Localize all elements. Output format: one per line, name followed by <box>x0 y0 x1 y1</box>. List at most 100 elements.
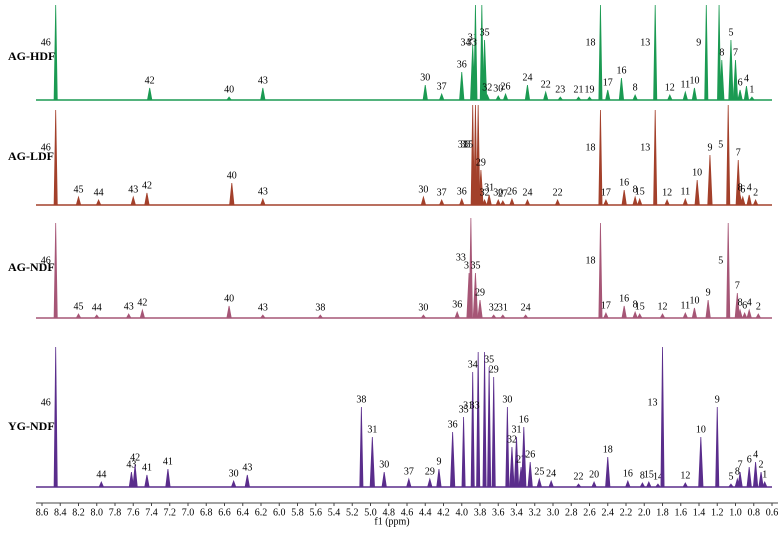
peak-label: 29 <box>475 287 485 298</box>
peak <box>495 199 502 206</box>
peak <box>524 199 531 206</box>
peak-label: 2 <box>759 459 764 470</box>
spectrum-name: YG-NDF <box>8 419 55 433</box>
peak-label: 35 <box>463 139 473 150</box>
peak-label: 26 <box>501 81 511 92</box>
peak-label: 33 <box>467 37 477 48</box>
x-tick-label: 2.2 <box>620 507 633 518</box>
peak <box>726 222 731 319</box>
peak-label: 46 <box>41 255 51 266</box>
x-tick-label: 0.8 <box>748 507 761 518</box>
x-tick-label: 4.0 <box>456 507 469 518</box>
peak <box>502 92 509 101</box>
peak-label: 42 <box>145 75 155 86</box>
peak <box>479 4 484 101</box>
peak-label: 43 <box>242 462 252 473</box>
peak-label: 20 <box>589 469 599 480</box>
peak <box>621 189 627 206</box>
peak <box>664 199 670 206</box>
peak <box>598 222 603 319</box>
peak-label: 38 <box>356 394 366 405</box>
peak <box>758 471 764 488</box>
peak <box>737 471 743 488</box>
peak <box>636 197 643 206</box>
peak <box>605 456 611 488</box>
peak <box>682 312 689 319</box>
peak <box>659 313 666 319</box>
peak <box>509 446 515 488</box>
x-tick-label: 7.8 <box>109 507 122 518</box>
peak <box>461 416 466 488</box>
peak-label: 7 <box>736 147 741 158</box>
peak <box>715 406 720 488</box>
peak <box>705 299 711 319</box>
peak-label: 10 <box>696 424 706 435</box>
peak-label: 46 <box>41 142 51 153</box>
peak-label: 31 <box>468 32 478 43</box>
peak-label: 30 <box>418 302 428 313</box>
peak-label: 36 <box>457 186 467 197</box>
peak-label: 12 <box>665 82 675 93</box>
peak <box>229 182 235 206</box>
peak-label: 29 <box>476 157 486 168</box>
peak <box>513 436 520 488</box>
peak <box>420 195 427 206</box>
peak-label: 43 <box>128 184 138 195</box>
peak-label: 17 <box>601 300 611 311</box>
peak-label: 42 <box>142 180 152 191</box>
peak-label: 37 <box>437 187 447 198</box>
peak-label: 16 <box>519 414 529 425</box>
peak-label: 43 <box>258 75 268 86</box>
peak-label: 15 <box>635 301 645 312</box>
peak <box>752 461 759 488</box>
peak <box>625 479 631 488</box>
peak-label: 31 <box>458 139 468 150</box>
peak <box>575 96 582 101</box>
peak-label: 18 <box>585 255 595 266</box>
peak-label: 8 <box>640 470 645 481</box>
peak <box>476 351 481 488</box>
peak <box>761 481 768 488</box>
peak-label: 31 <box>463 400 473 411</box>
peak-label: 2 <box>753 187 758 198</box>
x-tick-label: 6.0 <box>273 507 286 518</box>
peak-label: 46 <box>41 37 51 48</box>
x-tick-label: 8.6 <box>36 507 49 518</box>
peak-label: 10 <box>689 295 699 306</box>
peak-label: 42 <box>137 297 147 308</box>
peak <box>598 4 603 101</box>
peak-label: 7 <box>738 459 743 470</box>
peak-label: 9 <box>706 287 711 298</box>
peak-label: 24 <box>522 72 532 83</box>
peak <box>639 482 646 488</box>
peak <box>495 95 502 101</box>
peak-label: 33 <box>456 252 466 263</box>
peak <box>591 481 597 488</box>
peak <box>741 312 748 319</box>
peak <box>536 477 543 488</box>
peak <box>144 474 150 488</box>
peak <box>226 305 232 319</box>
peak-label: 35 <box>484 354 494 365</box>
peak-label: 38 <box>315 302 325 313</box>
peak-label: 7 <box>735 280 740 291</box>
x-tick-label: 7.2 <box>164 507 177 518</box>
peak <box>727 483 734 488</box>
peak <box>691 87 698 101</box>
peak-label: 25 <box>534 466 544 477</box>
peak-label: 2 <box>756 301 761 312</box>
peak <box>740 195 746 206</box>
peak <box>422 84 428 101</box>
peak-label: 44 <box>96 469 106 480</box>
peak-label: 9 <box>696 37 701 48</box>
peak <box>632 195 638 206</box>
x-tick-label: 4.6 <box>401 507 414 518</box>
peak <box>95 199 102 206</box>
peak-label: 12 <box>680 470 690 481</box>
x-tick-label: 4.4 <box>419 507 432 518</box>
peak <box>598 109 603 206</box>
peak <box>478 169 484 206</box>
peak-label: 26 <box>525 449 535 460</box>
peak-label: 31 <box>484 182 494 193</box>
peak-label: 22 <box>553 187 563 198</box>
